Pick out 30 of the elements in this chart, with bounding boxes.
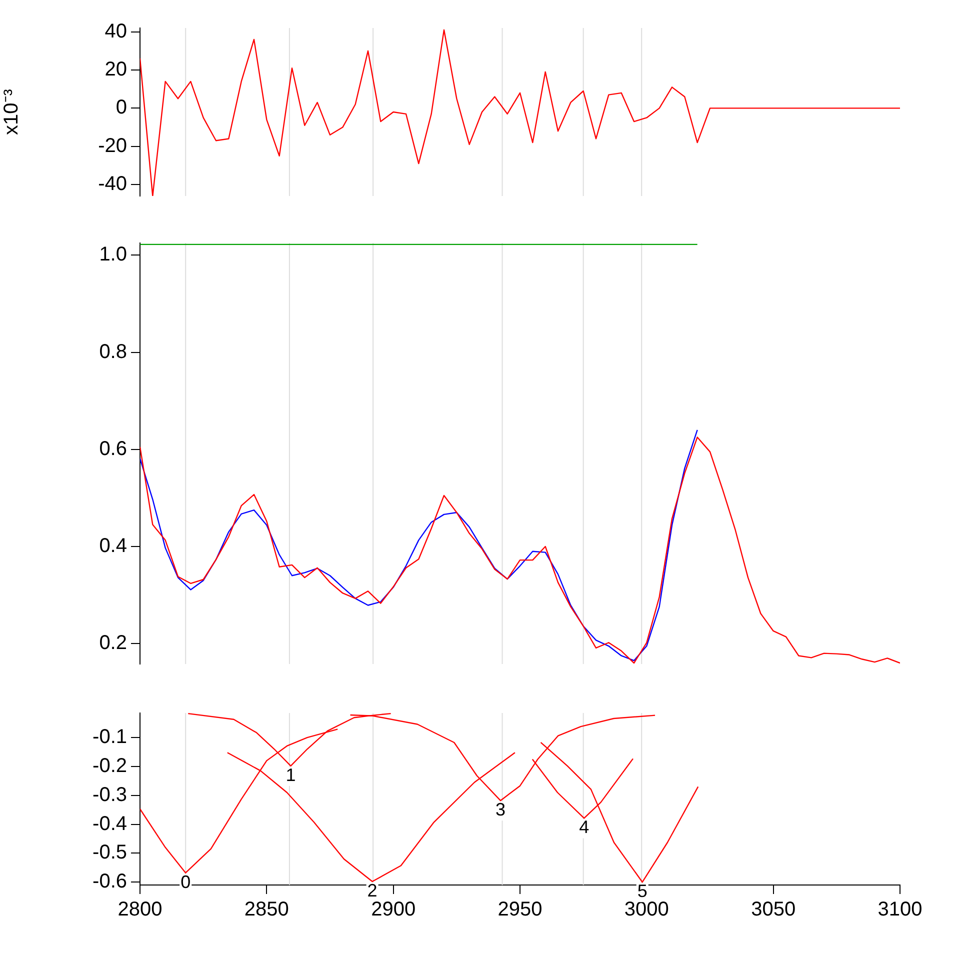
y-tick-label: 0.2 xyxy=(99,632,127,654)
x-tick-label: 3000 xyxy=(624,898,669,921)
x-tick-label: 3050 xyxy=(751,898,796,921)
x-tick-label: 2850 xyxy=(244,898,289,921)
annotation: 4 xyxy=(579,817,590,838)
annotation: 5 xyxy=(637,881,648,902)
annotation: 3 xyxy=(495,800,506,820)
y-tick-label: -0.5 xyxy=(92,842,127,864)
y-tick-label: 1.0 xyxy=(99,244,127,266)
y-tick-label: 40 xyxy=(104,20,127,42)
x-tick-label: 2900 xyxy=(371,898,416,921)
y-tick-label: 0 xyxy=(116,96,127,119)
annotation: 0 xyxy=(180,872,191,892)
y-tick-label: 0.4 xyxy=(99,535,127,558)
y-tick-label: -0.6 xyxy=(92,870,127,893)
x-tick-label: 3100 xyxy=(878,898,922,921)
x-tick-label: 2950 xyxy=(498,898,542,921)
y-axis-title: x10⁻³ xyxy=(0,88,23,135)
y-tick-label: 0.6 xyxy=(99,438,127,460)
y-tick-label: -40 xyxy=(98,173,127,196)
annotation: 1 xyxy=(286,764,296,785)
y-tick-label: -0.2 xyxy=(92,754,127,777)
y-tick-label: -0.3 xyxy=(92,784,127,806)
y-tick-label: 0.8 xyxy=(99,340,127,363)
x-tick-label: 2800 xyxy=(118,898,162,921)
annotation: 2 xyxy=(367,880,378,900)
y-tick-label: 20 xyxy=(104,58,127,81)
y-tick-label: -20 xyxy=(98,134,127,157)
y-tick-label: -0.4 xyxy=(92,812,127,835)
y-tick-label: -0.1 xyxy=(92,726,127,748)
